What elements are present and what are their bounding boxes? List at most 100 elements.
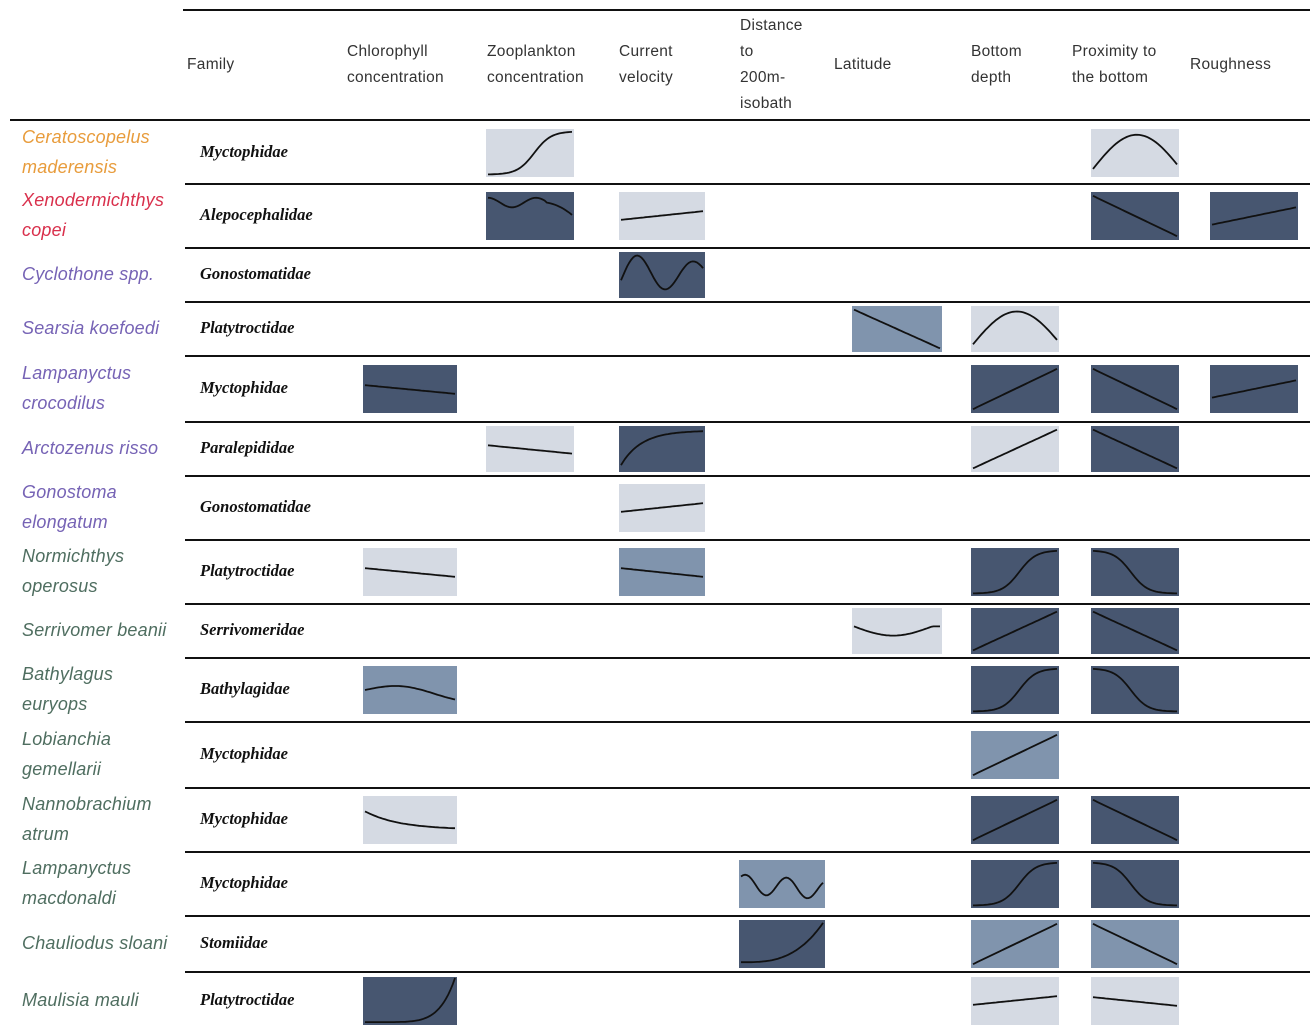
species-name: Normichthys operosus xyxy=(22,541,182,601)
response-curve-distance xyxy=(739,860,825,908)
curve-plot xyxy=(1211,206,1297,226)
curve-plot xyxy=(620,502,704,513)
response-curve-proximity xyxy=(1091,365,1179,413)
response-curve-line xyxy=(620,502,704,513)
response-curve-line xyxy=(487,444,573,455)
response-curve-line xyxy=(972,733,1058,777)
species-name: Cyclothone spp. xyxy=(22,259,182,289)
response-curve-line xyxy=(364,685,456,701)
column-header-line: velocity xyxy=(619,69,674,86)
response-curve-current xyxy=(619,484,705,532)
response-curve-line xyxy=(1092,194,1178,238)
response-curve-line xyxy=(1211,206,1297,226)
response-curve-line xyxy=(1092,428,1178,470)
species-name-line: Lampanyctus xyxy=(22,363,132,383)
response-curve-depth xyxy=(971,365,1059,413)
species-name: Serrivomer beanii xyxy=(22,615,182,645)
column-header-chlorophyll: Chlorophyll concentration xyxy=(347,39,444,91)
response-curve-line xyxy=(1092,610,1178,652)
curve-plot xyxy=(620,254,704,291)
column-header-family: Family xyxy=(187,52,234,78)
column-header-line: to xyxy=(740,43,754,60)
family-name: Gonostomatidae xyxy=(200,264,311,283)
column-header-current: Current velocity xyxy=(619,39,673,91)
species-name-line: copei xyxy=(22,220,67,240)
species-name: Xenodermichthys copei xyxy=(22,185,182,245)
response-curve-latitude xyxy=(852,608,942,654)
response-curve-roughness xyxy=(1210,365,1298,413)
response-curve-line xyxy=(972,610,1058,652)
curve-plot xyxy=(972,428,1058,470)
response-curve-line xyxy=(1092,367,1178,411)
response-curve-proximity xyxy=(1091,977,1179,1025)
species-name-line: operosus xyxy=(22,576,98,596)
response-curve-current xyxy=(619,426,705,472)
column-header-line: concentration xyxy=(347,69,444,86)
response-curve-line xyxy=(620,430,704,466)
curve-plot xyxy=(488,130,573,175)
family-name: Alepocephalidae xyxy=(200,205,313,224)
curve-plot xyxy=(973,862,1058,907)
curve-plot xyxy=(973,668,1058,713)
response-curve-chlorophyll xyxy=(363,548,457,596)
response-curve-line xyxy=(1211,379,1297,399)
column-header-line: Distance xyxy=(740,17,803,34)
family-name: Platytroctidae xyxy=(200,561,295,580)
curve-plot xyxy=(972,367,1058,411)
species-name-line: atrum xyxy=(22,824,70,844)
column-header-line: Bottom xyxy=(971,43,1022,60)
curve-plot xyxy=(1092,862,1177,907)
species-name: Bathylagus euryops xyxy=(22,659,182,719)
curve-plot xyxy=(1092,798,1178,842)
curve-plot xyxy=(1092,922,1178,966)
response-curve-depth xyxy=(971,796,1059,844)
response-curve-line xyxy=(620,567,704,578)
response-curve-line xyxy=(972,367,1058,411)
curve-plot xyxy=(1092,610,1178,652)
response-curve-depth xyxy=(971,731,1059,779)
row-separator xyxy=(185,301,1310,303)
species-name: Searsia koefoedi xyxy=(22,313,182,343)
family-name: Myctophidae xyxy=(200,744,288,763)
curve-plot xyxy=(364,685,456,701)
response-curve-line xyxy=(364,567,456,578)
response-curve-line xyxy=(365,977,456,1023)
response-curve-line xyxy=(972,798,1058,842)
response-curve-line xyxy=(973,668,1058,713)
family-name: Paralepididae xyxy=(200,438,295,457)
species-name: Lobianchia gemellarii xyxy=(22,724,182,784)
curve-plot xyxy=(487,196,573,216)
response-curve-proximity xyxy=(1091,192,1179,240)
column-header-proximity: Proximity to the bottom xyxy=(1072,39,1157,91)
response-curve-line xyxy=(1092,668,1177,713)
row-separator xyxy=(185,475,1310,477)
curve-plot xyxy=(972,995,1058,1006)
species-name: Gonostoma elongatum xyxy=(22,477,182,537)
response-curve-current xyxy=(619,548,705,596)
row-separator xyxy=(185,915,1310,917)
column-header-depth: Bottom depth xyxy=(971,39,1022,91)
curve-plot xyxy=(1092,428,1178,470)
column-header-line: Current xyxy=(619,43,673,60)
response-curve-chlorophyll xyxy=(363,365,457,413)
response-curve-proximity xyxy=(1091,860,1179,908)
species-name: Lampanyctus macdonaldi xyxy=(22,853,182,913)
response-curve-line xyxy=(487,196,573,216)
column-header-line: concentration xyxy=(487,69,584,86)
response-curve-proximity xyxy=(1091,920,1179,968)
table-top-rule xyxy=(183,9,1310,11)
response-curve-line xyxy=(972,428,1058,470)
curve-plot xyxy=(972,733,1058,777)
species-name-line: euryops xyxy=(22,694,88,714)
response-curve-roughness xyxy=(1210,192,1298,240)
species-name-line: maderensis xyxy=(22,156,118,177)
curve-plot xyxy=(853,308,941,350)
species-name-line: Lobianchia xyxy=(22,729,112,749)
row-separator xyxy=(185,657,1310,659)
species-name-line: Searsia koefoedi xyxy=(22,318,160,338)
response-curve-zooplankton xyxy=(486,128,574,177)
response-curve-line xyxy=(1092,798,1178,842)
response-curve-current xyxy=(619,192,705,240)
column-header-line: isobath xyxy=(740,95,793,112)
species-name-line: Cyclothone spp. xyxy=(22,264,155,284)
